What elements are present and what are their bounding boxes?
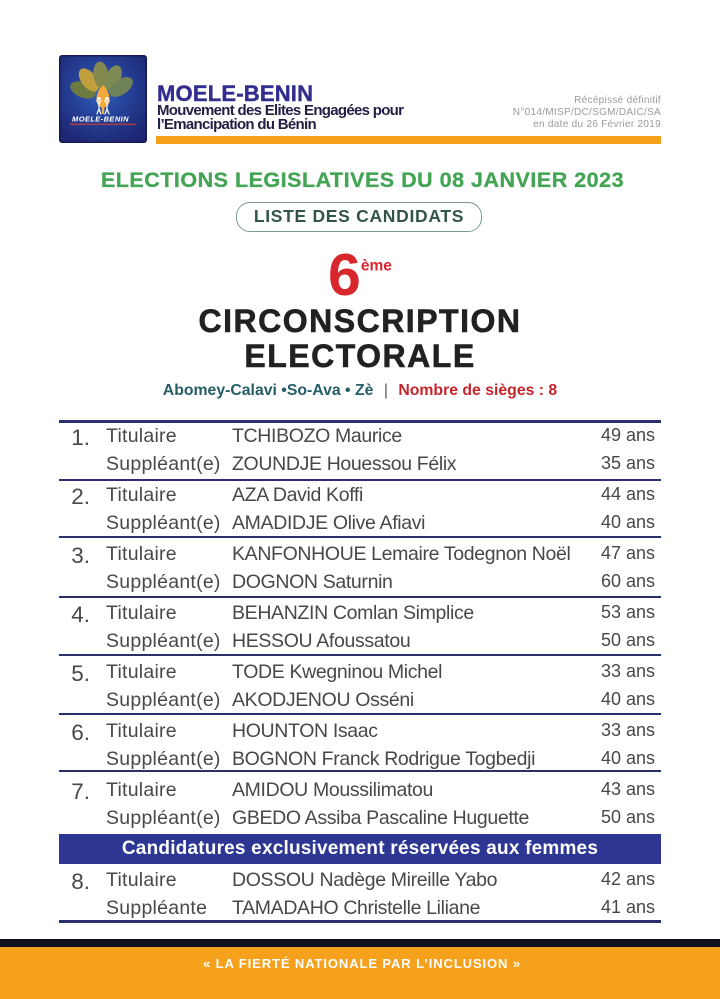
svg-text:MOELE-BENIN: MOELE-BENIN [72, 115, 129, 124]
